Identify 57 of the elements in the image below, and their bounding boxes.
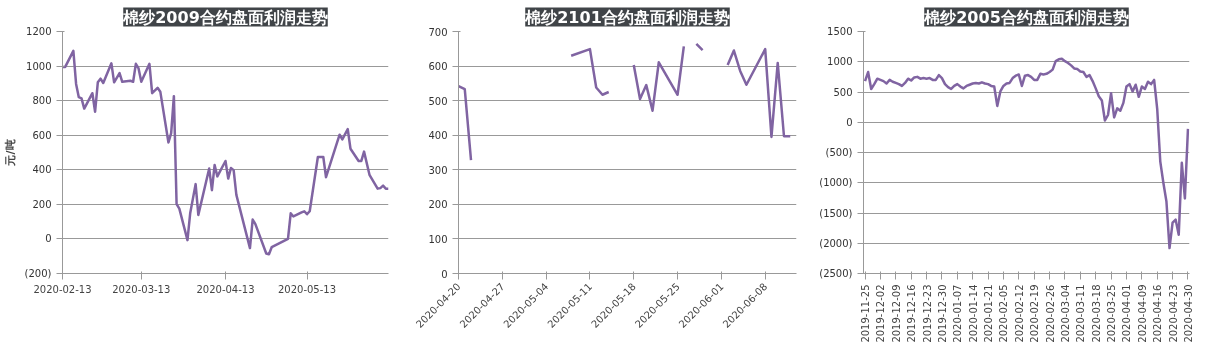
x-tick-label: 2020-03-04 bbox=[1059, 284, 1071, 343]
y-tick-label: 200 bbox=[428, 199, 448, 211]
y-tick-label: 1000 bbox=[827, 56, 853, 68]
x-tick-label: 2019-12-02 bbox=[875, 284, 887, 343]
y-tick-label: (2500) bbox=[819, 268, 853, 279]
y-tick-label: 1000 bbox=[26, 60, 52, 72]
y-tick-label: (1000) bbox=[819, 177, 853, 189]
chart-title: 棉纱2101合约盘面利润走势 bbox=[524, 7, 730, 27]
y-tick-label: 0 bbox=[45, 233, 52, 245]
x-tick-label: 2020-04-01 bbox=[1121, 284, 1133, 343]
y-tick-label: (500) bbox=[825, 147, 853, 158]
y-tick-label: 500 bbox=[833, 86, 853, 98]
y-axis-title: 元/吨 bbox=[3, 139, 17, 167]
x-tick-label: 2019-12-23 bbox=[921, 284, 933, 343]
x-tick-label: 2020-03-13 bbox=[112, 283, 171, 295]
y-tick-label: 300 bbox=[428, 164, 448, 176]
x-tick-label: 2020-02-05 bbox=[998, 284, 1010, 343]
x-tick-label: 2020-01-14 bbox=[967, 284, 979, 343]
y-tick-label: 0 bbox=[441, 268, 448, 280]
x-tick-label: 2020-03-18 bbox=[1090, 284, 1102, 343]
x-tick-label: 2020-04-16 bbox=[1152, 284, 1164, 343]
x-tick-label: 2020-02-19 bbox=[1029, 284, 1041, 343]
x-tick-label: 2020-04-23 bbox=[1167, 284, 1179, 343]
line-series bbox=[863, 57, 1190, 250]
y-tick-label: 600 bbox=[428, 61, 448, 73]
x-tick-label: 2020-02-12 bbox=[1013, 284, 1025, 343]
y-tick-label: 400 bbox=[428, 130, 448, 142]
x-tick-label: 2020-03-25 bbox=[1106, 284, 1118, 343]
x-tick-label: 2020-01-21 bbox=[983, 284, 995, 343]
chart-title: 棉纱2005合约盘面利润走势 bbox=[923, 7, 1129, 27]
y-tick-label: 600 bbox=[32, 129, 52, 141]
y-tick-label: 200 bbox=[32, 198, 52, 210]
x-tick-label: 2019-12-16 bbox=[906, 284, 918, 343]
x-tick-label: 2020-04-13 bbox=[196, 283, 255, 295]
y-tick-label: (1500) bbox=[819, 207, 853, 219]
line-series bbox=[62, 49, 389, 256]
chart-title: 棉纱2009合约盘面利润走势 bbox=[122, 7, 328, 27]
x-tick-label: 2020-02-13 bbox=[33, 283, 92, 295]
y-tick-label: 800 bbox=[32, 95, 52, 107]
y-tick-label: 0 bbox=[846, 116, 853, 128]
x-tick-label: 2020-05-13 bbox=[277, 283, 337, 295]
x-tick-label: 2020-01-07 bbox=[952, 284, 964, 343]
y-tick-label: 1200 bbox=[26, 26, 52, 37]
y-tick-label: (200) bbox=[24, 268, 52, 279]
x-tick-label: 2020-04-09 bbox=[1136, 284, 1148, 343]
y-tick-label: 700 bbox=[428, 26, 448, 38]
x-tick-label: 2019-12-30 bbox=[936, 284, 948, 343]
y-tick-label: 1500 bbox=[827, 26, 853, 37]
y-tick-label: 100 bbox=[428, 233, 448, 245]
x-tick-label: 2019-11-25 bbox=[860, 284, 872, 343]
y-tick-label: 400 bbox=[32, 164, 52, 176]
x-tick-label: 2019-12-09 bbox=[890, 284, 902, 343]
x-tick-label: 2020-03-11 bbox=[1075, 284, 1087, 343]
x-tick-label: 2020-04-30 bbox=[1182, 284, 1194, 343]
y-tick-label: (2000) bbox=[819, 237, 853, 249]
x-tick-label: 2020-02-26 bbox=[1044, 284, 1056, 343]
y-tick-label: 500 bbox=[428, 95, 448, 107]
